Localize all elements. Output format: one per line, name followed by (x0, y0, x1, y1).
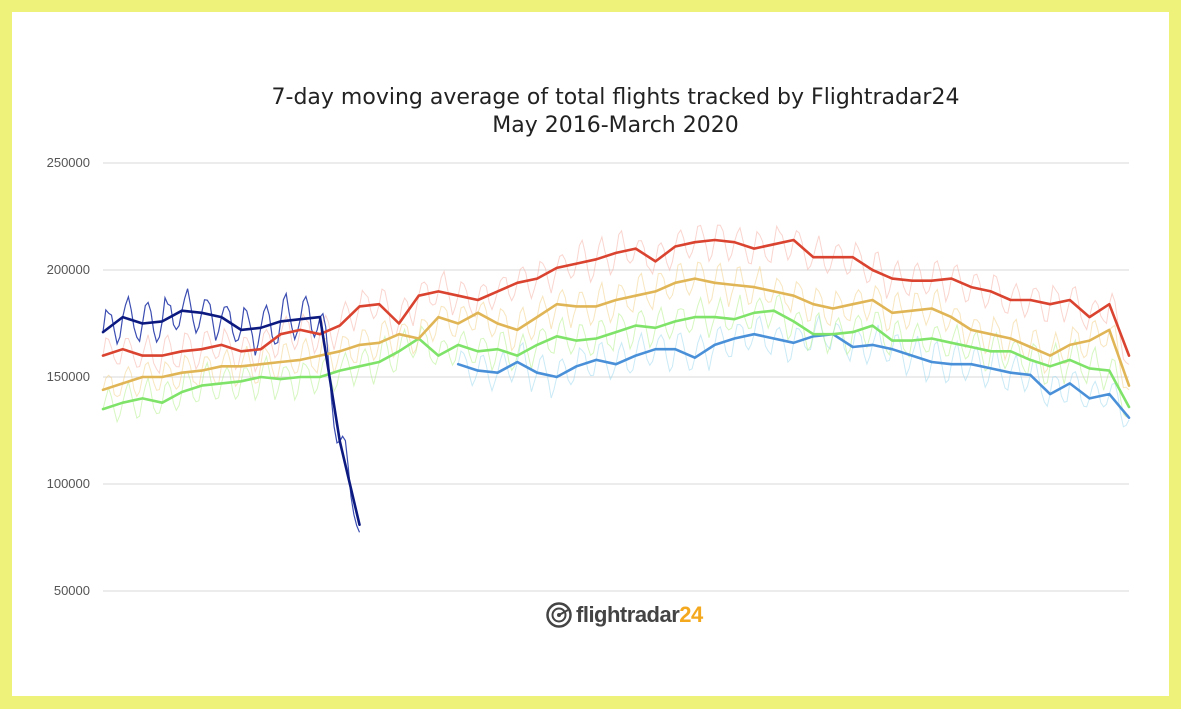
average-line-2016 (456, 332, 1131, 420)
daily-line-2017 (102, 293, 1130, 424)
y-tick-label: 50000 (54, 583, 90, 598)
chart-title: 7-day moving average of total flights tr… (271, 85, 960, 110)
average-line-2018 (101, 277, 1131, 392)
average-line-2020 (101, 309, 361, 527)
logo-text-number: 24 (679, 602, 703, 627)
chart-title-block: 7-day moving average of total flights tr… (0, 84, 1181, 140)
chart-subtitle: May 2016-March 2020 (492, 113, 739, 138)
y-tick-label: 100000 (47, 476, 90, 491)
y-tick-label: 250000 (47, 155, 90, 170)
average-line-2019 (101, 238, 1131, 357)
flightradar-radar-icon (546, 602, 572, 628)
average-line-2017 (101, 309, 1131, 411)
logo-wordmark: flightradar24 (576, 602, 703, 628)
average-series-lines (101, 238, 1131, 527)
y-tick-label: 200000 (47, 262, 90, 277)
y-tick-label: 150000 (47, 369, 90, 384)
y-axis-tick-labels: 250000 200000 150000 100000 50000 (47, 155, 90, 598)
logo-text-main: flightradar (576, 602, 680, 627)
grid-lines (103, 162, 1129, 592)
flightradar24-logo: flightradar24 (546, 599, 703, 631)
